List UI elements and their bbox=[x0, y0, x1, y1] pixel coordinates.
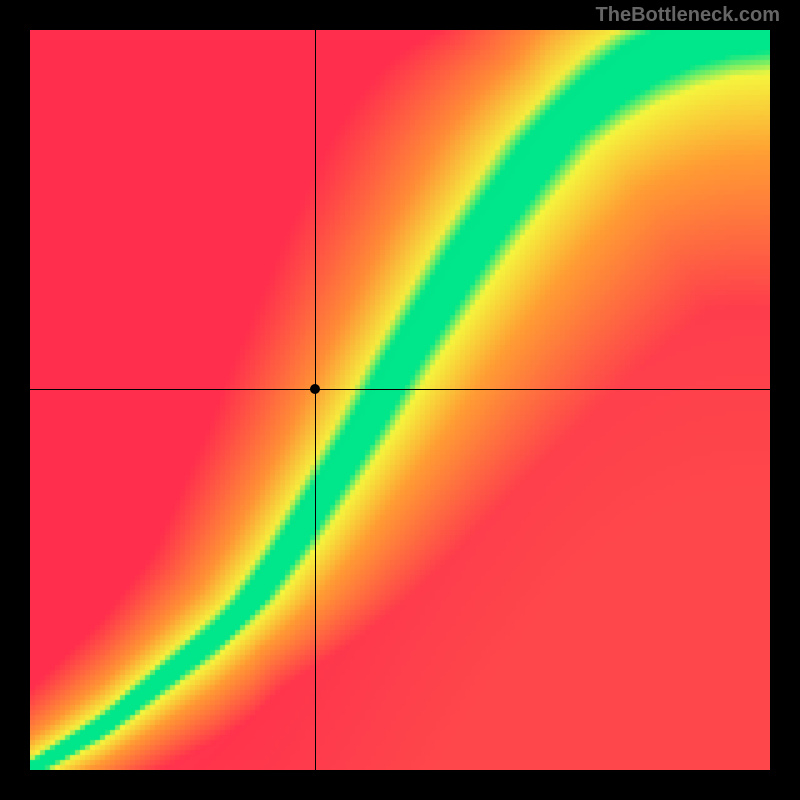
crosshair-marker bbox=[310, 384, 320, 394]
crosshair-horizontal bbox=[30, 389, 770, 390]
plot-area bbox=[30, 30, 770, 770]
watermark-text: TheBottleneck.com bbox=[596, 4, 780, 27]
crosshair-vertical bbox=[315, 30, 316, 770]
heatmap-canvas bbox=[30, 30, 770, 770]
chart-container: TheBottleneck.com bbox=[0, 0, 800, 800]
